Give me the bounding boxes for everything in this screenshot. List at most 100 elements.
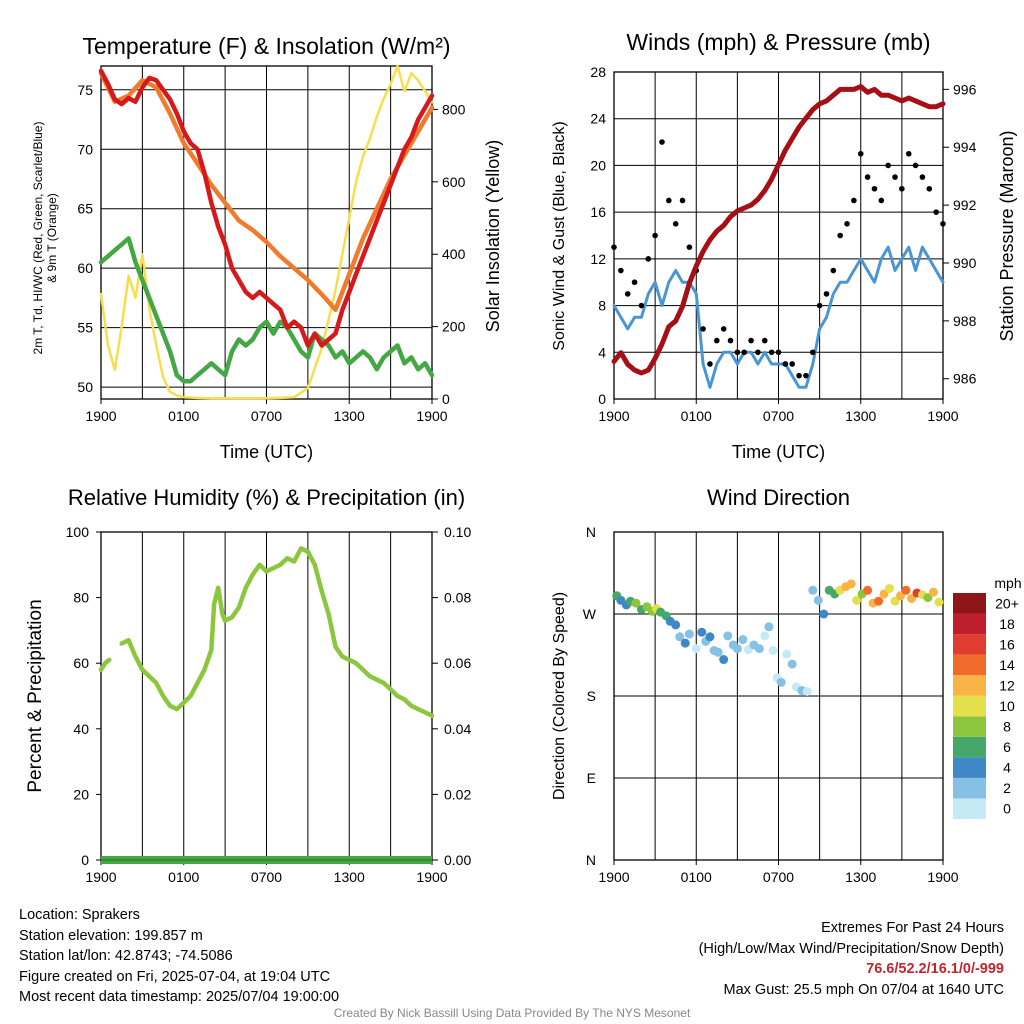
- legend-swatch: [953, 798, 986, 819]
- gust-point: [905, 150, 912, 157]
- gust-point: [748, 337, 754, 344]
- direction-point: [675, 632, 685, 642]
- temp-xlabel: Time (UTC): [220, 442, 313, 462]
- gust-point: [857, 150, 864, 157]
- legend-label: 14: [999, 657, 1015, 673]
- temp-ytick-label: 50: [77, 379, 93, 395]
- winds-ytick-label: 12: [590, 251, 606, 267]
- gust-point: [611, 244, 617, 250]
- rh-xtick-label: 0700: [251, 869, 282, 885]
- winds-y2tick-label: 996: [953, 81, 977, 97]
- precip-y2tick-label: 0.10: [444, 524, 471, 540]
- direction-point: [896, 591, 906, 601]
- gust-point: [899, 185, 905, 192]
- precip-y2tick-label: 0.04: [444, 721, 471, 737]
- direction-point: [713, 647, 723, 657]
- direction-ytick-label: N: [586, 852, 596, 868]
- station-pressure-line: [611, 84, 946, 376]
- legend-swatch: [953, 777, 986, 799]
- rh-ytick-label: 60: [73, 655, 89, 671]
- gust-point: [631, 279, 638, 286]
- gust-point: [707, 361, 713, 367]
- figure-created: Figure created on Fri, 2025-07-04, at 19…: [19, 968, 331, 985]
- winds-xtick-label: 1900: [598, 408, 629, 424]
- winds-y2tick-label: 994: [953, 139, 977, 155]
- temp-xtick-label: 1900: [416, 408, 447, 424]
- station-latlon: Station lat/lon: 42.8743; -74.5086: [19, 948, 233, 964]
- gust-point: [768, 349, 775, 356]
- direction-ytick-label: E: [587, 770, 596, 786]
- winds-ytick-label: 24: [590, 111, 606, 127]
- temp-ytick-label: 65: [77, 201, 93, 217]
- direction-point: [768, 645, 778, 655]
- winds-ylabel: Sonic Wind & Gust (Blue, Black): [551, 121, 568, 350]
- gust-point: [926, 185, 933, 192]
- gust-point: [666, 197, 672, 204]
- direction-xtick-label: 1300: [845, 869, 876, 885]
- winds-xtick-label: 1900: [927, 408, 958, 424]
- winds-title: Winds (mph) & Pressure (mb): [626, 29, 930, 55]
- gust-point: [679, 197, 686, 204]
- temp-y2tick-label: 400: [442, 246, 466, 262]
- rh-xtick-label: 0100: [168, 869, 199, 885]
- direction-xtick-label: 1900: [927, 869, 958, 885]
- precip-y2tick-label: 0.02: [444, 786, 471, 802]
- direction-point: [934, 597, 944, 607]
- winds-y2tick-label: 992: [953, 197, 977, 213]
- gust-point: [830, 267, 837, 274]
- gust-point: [755, 349, 761, 356]
- direction-point: [928, 587, 938, 597]
- temp-2m-line: [98, 68, 435, 348]
- legend-label: 4: [1003, 760, 1011, 776]
- extremes-block: Extremes For Past 24 Hours (High/Low/Max…: [699, 918, 1004, 1000]
- direction-point: [787, 659, 797, 669]
- gust-point: [816, 302, 823, 309]
- legend-label: 2: [1003, 780, 1011, 796]
- gust-point: [871, 185, 878, 192]
- sonic-wind-line: [612, 245, 945, 389]
- direction-xtick-label: 1900: [598, 869, 629, 885]
- direction-point: [819, 609, 829, 619]
- temp-ytick-label: 70: [77, 141, 93, 157]
- temp-y2tick-label: 200: [442, 319, 466, 335]
- gust-point: [720, 326, 727, 332]
- station-elevation: Station elevation: 199.857 m: [19, 927, 203, 944]
- max-gust: Max Gust: 25.5 mph On 07/04 at 1640 UTC: [723, 981, 1004, 998]
- rh-xtick-label: 1900: [416, 869, 447, 885]
- credit-line: Created By Nick Bassill Using Data Provi…: [333, 1006, 691, 1020]
- gust-point: [885, 162, 891, 169]
- direction-point: [890, 596, 900, 606]
- extremes-subtitle: (High/Low/Max Wind/Precipitation/Snow De…: [698, 940, 1004, 957]
- gust-point: [803, 372, 809, 379]
- gust-point: [645, 256, 652, 262]
- winds-xtick-label: 1300: [845, 408, 876, 424]
- temp-ytick-label: 55: [77, 320, 93, 336]
- gust-point: [714, 337, 720, 344]
- gust-point: [864, 174, 871, 180]
- legend-swatch: [953, 593, 986, 614]
- direction-point: [705, 632, 715, 642]
- legend-swatch: [953, 716, 986, 737]
- gust-point: [727, 337, 734, 344]
- winds-ytick-label: 28: [590, 64, 606, 80]
- gust-point: [892, 174, 898, 180]
- direction-point: [885, 583, 895, 593]
- legend-label: 0: [1003, 801, 1011, 817]
- gust-point: [652, 232, 658, 239]
- gust-point: [672, 221, 679, 227]
- direction-point: [906, 594, 916, 604]
- precip-y2tick-label: 0.00: [444, 852, 471, 868]
- winds-y2tick-label: 988: [953, 313, 977, 329]
- winds-xtick-label: 0100: [681, 408, 712, 424]
- winds-y2tick-label: 990: [953, 255, 977, 271]
- temp-y2tick-label: 600: [442, 174, 466, 190]
- winds-ytick-label: 20: [590, 157, 606, 173]
- direction-point: [760, 631, 770, 641]
- gust-point: [782, 361, 789, 367]
- dewpoint-line: [98, 236, 435, 384]
- temp-ylabel-line1: 2m T, Td, HI/WC (Red, Green, Scarlet/Blu…: [31, 122, 45, 355]
- gust-point: [933, 209, 939, 215]
- direction-point: [764, 622, 774, 632]
- direction-point: [802, 686, 812, 696]
